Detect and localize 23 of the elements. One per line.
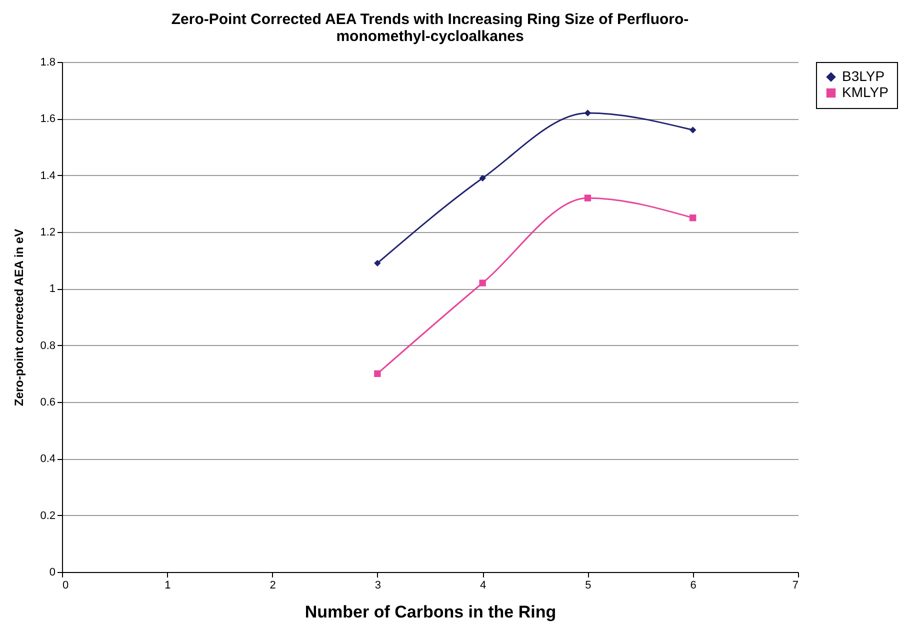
y-tick-label: 0.2 [40,510,56,522]
y-tick-label: 1.4 [40,170,56,182]
x-tick-label: 1 [164,580,171,592]
chart-title: Zero-Point Corrected AEA Trends with Increasing Ring Size of Perfluoro-monomethyl-cycloalkanes [171,11,689,45]
y-axis-title: Zero-point corrected AEA in eV [12,228,26,406]
x-tick-label: 3 [374,580,381,592]
x-tick-label: 7 [792,580,798,592]
y-tick-label: 0 [49,566,56,578]
y-tick-label: 1.8 [40,56,56,68]
legend-label: KMLYP [842,84,888,100]
x-axis-title: Number of Carbons in the Ring [304,602,556,622]
x-tick-label: 4 [480,580,486,592]
y-tick-label: 0.6 [40,396,56,408]
y-tick-label: 0.4 [40,453,56,466]
x-tick-label: 6 [690,580,696,592]
x-tick-label: 5 [585,580,592,592]
y-tick-label: 0.8 [40,340,56,352]
y-tick-label: 1.2 [40,226,56,238]
legend-label: B3LYP [842,68,885,84]
x-tick-label: 0 [62,580,69,592]
x-tick-label: 2 [270,580,276,592]
y-tick-label: 1 [49,283,56,296]
y-tick-label: 1.6 [40,113,56,126]
